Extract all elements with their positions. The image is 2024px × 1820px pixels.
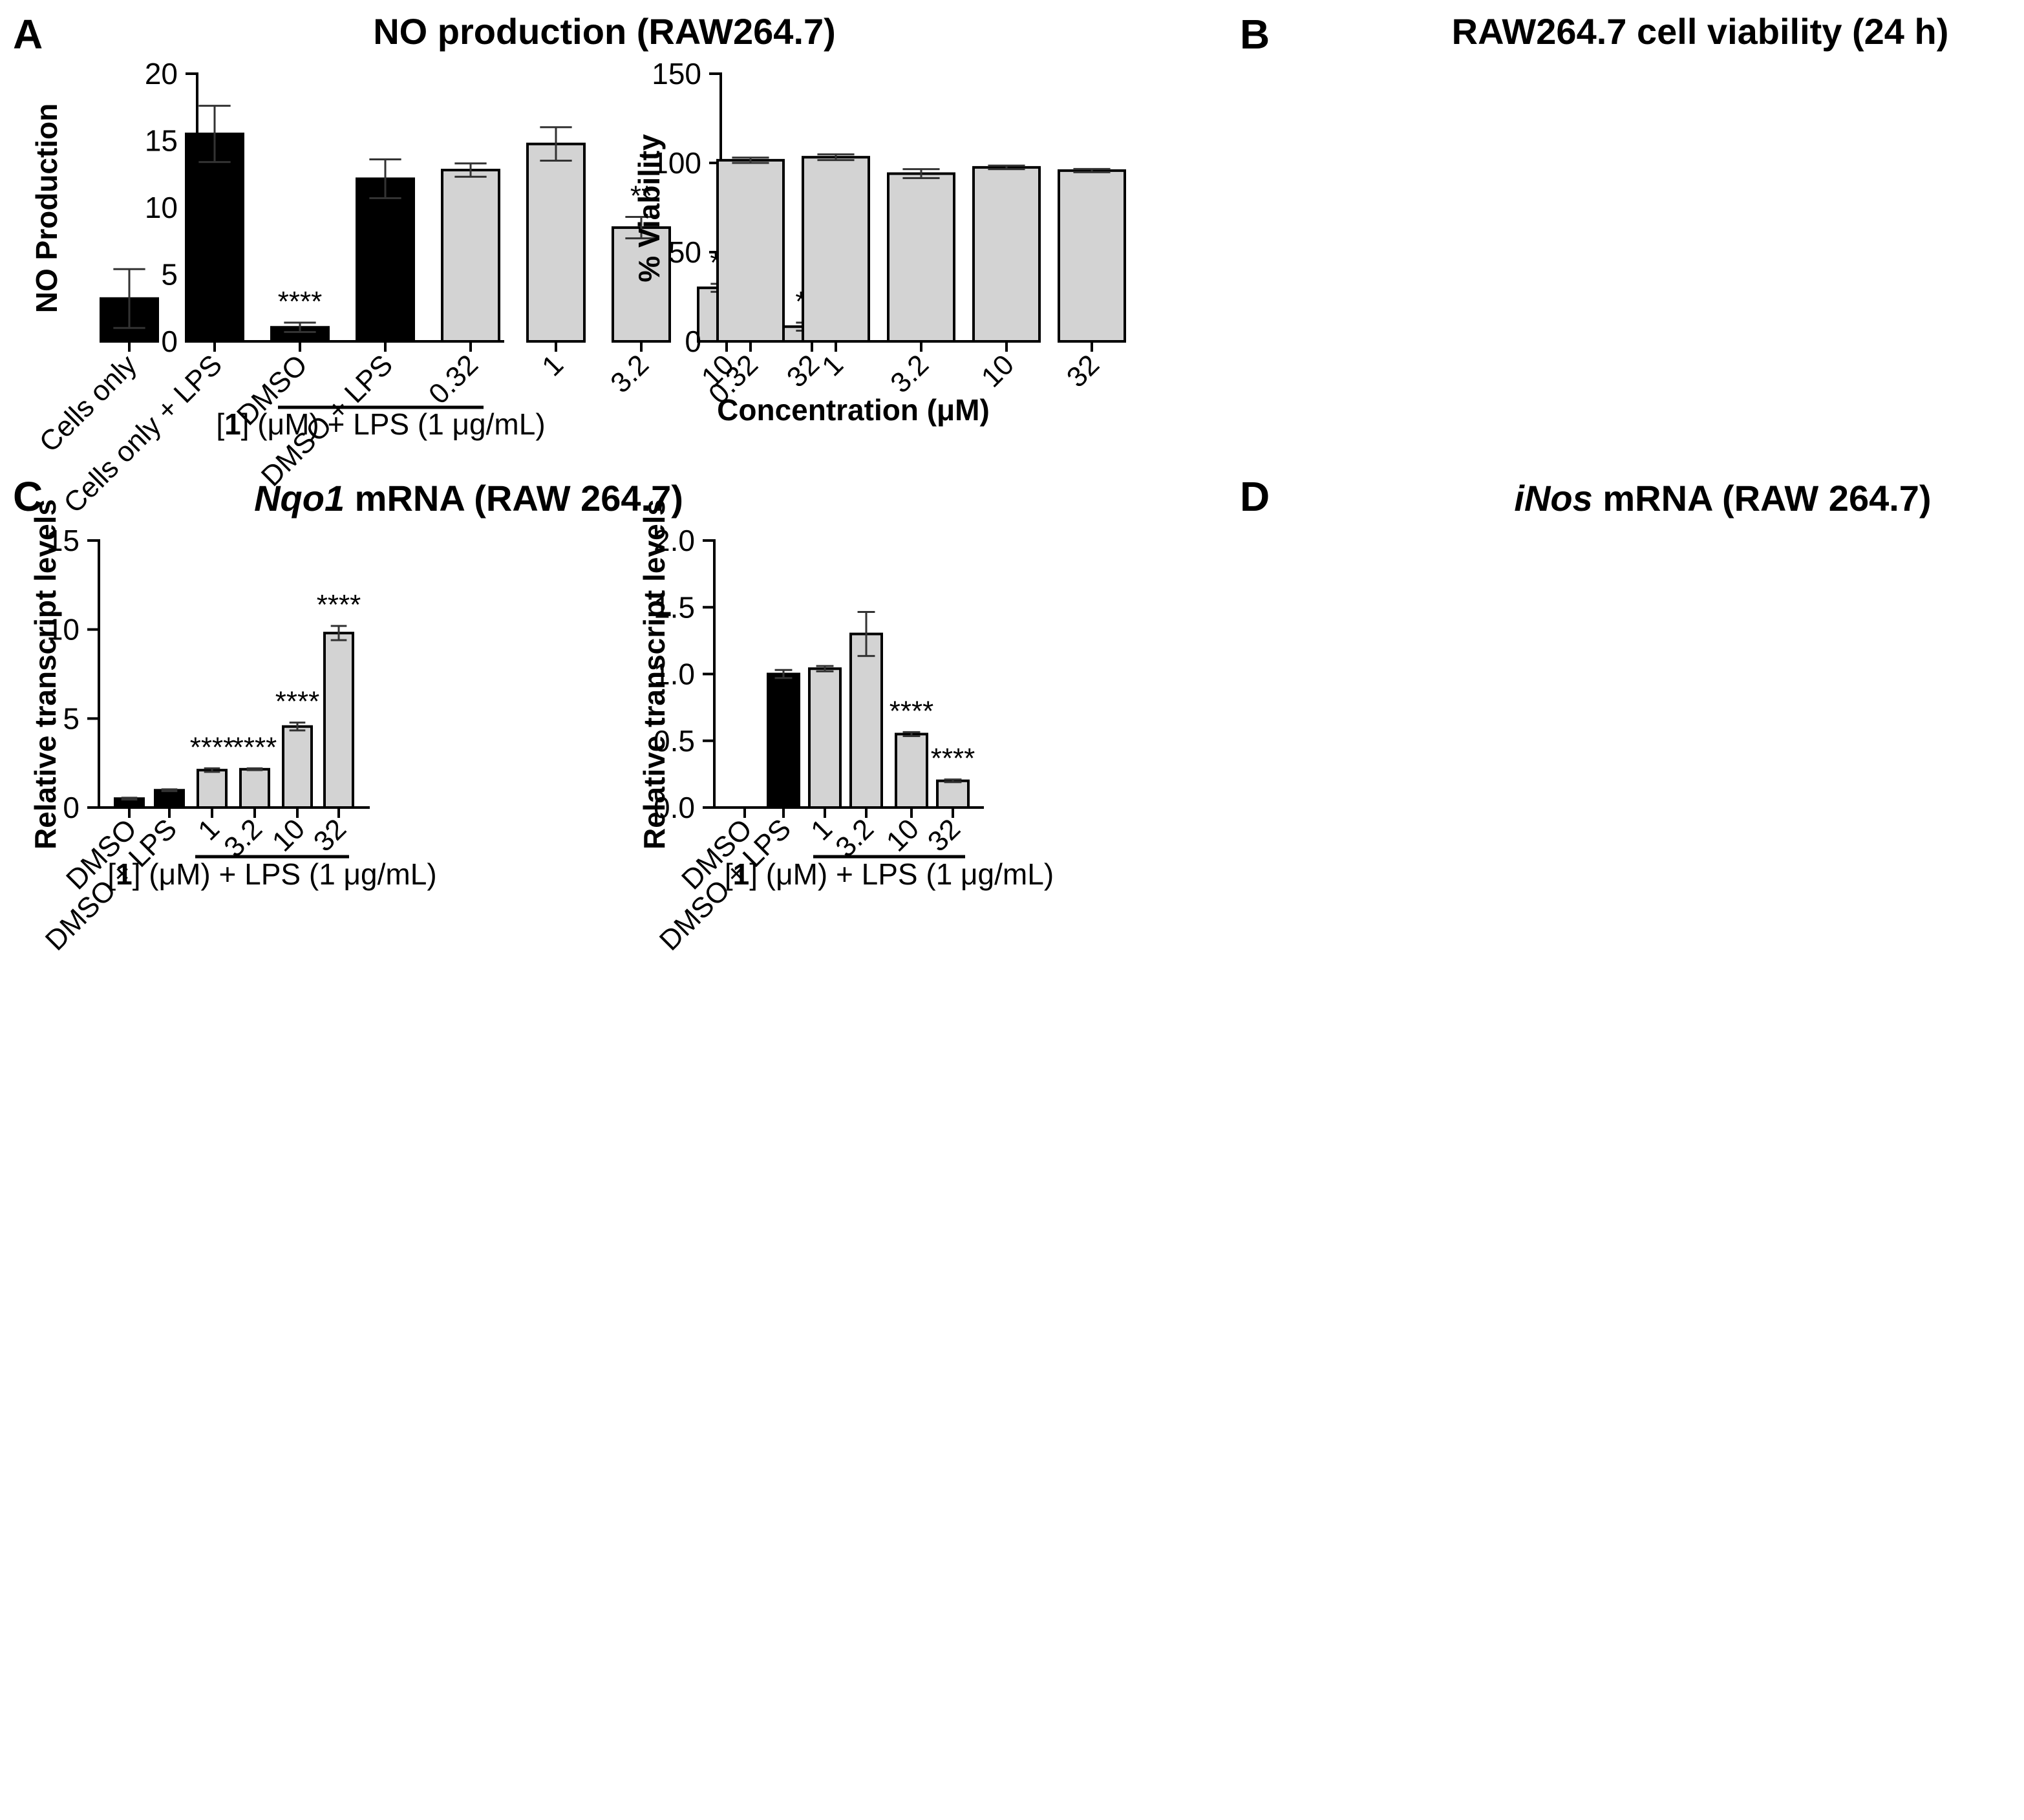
chart-title: NO production (RAW264.7) [373,11,836,52]
panel-label: D [1240,473,1270,520]
group-label-suffix: ] (μM) + LPS (1 μg/mL) [133,857,437,891]
category-label: 3.2 [884,348,935,399]
panel-label: B [1240,11,1270,58]
panel-label: C [13,473,43,520]
bar-10 [282,725,313,809]
bar-DMSO + LPS [356,177,415,343]
y-tick-label: 20 [145,57,178,91]
bar-0.32 [716,158,785,343]
significance-marker: **** [190,731,235,763]
bar-3.2 [887,172,955,343]
bar-1 [802,156,870,343]
group-label-compound: 1 [224,407,241,441]
bar-3.2 [849,632,883,809]
group-label-prefix: [ [216,407,224,441]
bar-3.2 [612,226,671,343]
group-label-prefix: [ [725,857,733,891]
significance-marker: **** [889,695,934,727]
y-tick-label: 10 [145,191,178,224]
bar-DMSO + LPS [767,672,800,809]
y-tick-label: 0 [63,791,80,824]
category-label: 32 [1061,348,1105,393]
category-label: Cells only + LPS [58,348,228,519]
bar-10 [895,733,928,809]
title-italic-part: Nqo1 [254,478,345,519]
significance-marker: **** [233,731,277,763]
group-label-compound: 1 [116,857,133,891]
y-tick-label: 100 [652,146,701,180]
group-label-prefix: [ [107,857,116,891]
bar-3.2 [239,767,270,809]
title-text: RAW264.7 cell viability (24 h) [1452,11,1949,52]
y-tick-label: 1.0 [654,658,695,691]
y-axis-label: Relative transcript levels [637,499,671,850]
y-tick-label: 1.5 [654,590,695,624]
category-label: 1 [816,348,849,382]
title-text: NO production (RAW264.7) [373,11,836,52]
group-label: [1] (μM) + LPS (1 μg/mL) [725,857,1054,891]
y-tick-label: 10 [47,613,80,647]
y-tick-label: 5 [63,701,80,735]
category-label: 10 [975,348,1020,393]
bar-32 [323,632,354,809]
y-axis-label: NO Production [30,103,63,314]
x-axis-label: Concentration (μM) [717,393,990,427]
category-label: 32 [308,813,352,857]
bar-32 [1058,169,1126,343]
title-text: mRNA (RAW 264.7) [1593,478,1932,519]
bar-DMSO + LPS [154,789,185,809]
bar-32 [936,779,970,809]
y-tick-label: 15 [145,124,178,158]
panel-label: A [13,11,43,58]
significance-marker: **** [317,589,361,621]
category-label: 1 [536,348,570,382]
y-axis-label: Relative transcript levels [28,499,62,850]
y-tick-label: 2.0 [654,524,695,557]
category-label: 3.2 [604,348,655,399]
significance-marker: **** [275,686,320,718]
significance-marker: **** [931,743,975,775]
group-label-suffix: ] (μM) + LPS (1 μg/mL) [241,407,546,441]
chart-title: iNos mRNA (RAW 264.7) [1514,478,1931,519]
bar-0.32 [441,169,500,343]
y-axis-label: % Viability [632,134,666,283]
chart-title: Nqo1 mRNA (RAW 264.7) [254,478,683,519]
panel-B: B RAW264.7 cell viability (24 h) % Viabili… [632,11,1948,427]
category-label: 32 [922,813,966,857]
y-tick-label: 0 [685,325,701,358]
panel-C: C Nqo1 mRNA (RAW 264.7)Relative transcrip… [13,473,683,957]
title-italic-part: iNos [1514,478,1592,519]
y-tick-label: 150 [652,57,701,91]
bar-10 [972,166,1041,343]
category-label: 10 [266,813,311,857]
title-text: mRNA (RAW 264.7) [345,478,683,519]
significance-marker: **** [278,286,323,317]
bar-Cells only + LPS [185,133,244,343]
group-label: [1] (μM) + LPS (1 μg/mL) [216,407,545,441]
group-label: [1] (μM) + LPS (1 μg/mL) [107,857,436,891]
chart-title: RAW264.7 cell viability (24 h) [1452,11,1949,52]
y-tick-label: 0.5 [654,724,695,758]
y-tick-label: 0 [161,325,178,358]
bar-1 [808,667,842,809]
category-label: 32 [781,348,826,393]
group-label-compound: 1 [733,857,750,891]
significance-marker: ** [630,180,652,211]
y-tick-label: 15 [47,524,80,557]
category-label: 10 [880,813,925,857]
bar-1 [197,769,228,809]
y-tick-label: 0.0 [654,791,695,824]
y-tick-label: 50 [668,235,701,269]
bar-1 [526,142,586,343]
y-tick-label: 5 [161,258,178,292]
group-label-suffix: ] (μM) + LPS (1 μg/mL) [749,857,1054,891]
category-label: 0.32 [423,348,484,410]
